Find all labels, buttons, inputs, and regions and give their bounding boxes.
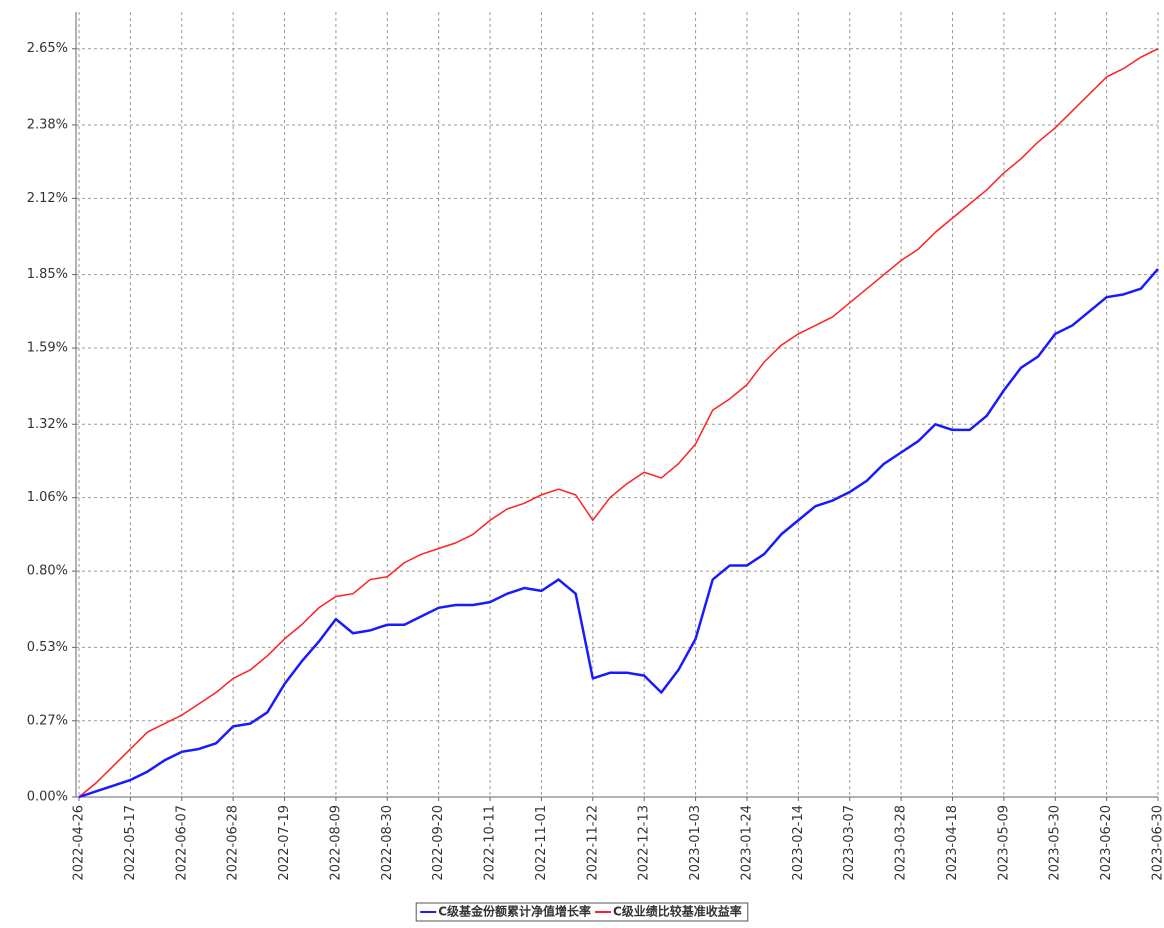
y-tick-label: 1.32% <box>27 417 68 432</box>
x-tick-label: 2022-07-19 <box>277 805 292 881</box>
y-tick-label: 0.80% <box>27 564 68 579</box>
y-tick-label: 0.27% <box>27 713 68 728</box>
x-tick-label: 2022-08-09 <box>328 805 343 881</box>
legend-label: C级业绩比较基准收益率 <box>613 904 742 919</box>
y-tick-label: 2.38% <box>27 117 68 132</box>
x-tick-label: 2023-01-24 <box>739 805 754 881</box>
legend-label: C级基金份额累计净值增长率 <box>438 904 591 919</box>
x-tick-label: 2023-05-09 <box>996 805 1011 881</box>
y-tick-label: 1.06% <box>27 490 68 505</box>
x-tick-label: 2023-03-07 <box>842 805 857 881</box>
x-tick-label: 2022-06-07 <box>174 805 189 881</box>
y-tick-label: 2.65% <box>27 41 68 56</box>
x-tick-label: 2023-01-03 <box>688 805 703 881</box>
x-tick-label: 2022-09-20 <box>431 805 446 881</box>
y-tick-label: 1.85% <box>27 267 68 282</box>
y-tick-label: 2.12% <box>27 191 68 206</box>
x-tick-label: 2022-04-26 <box>72 805 87 881</box>
x-tick-label: 2023-04-18 <box>945 805 960 881</box>
x-tick-label: 2022-11-22 <box>585 805 600 881</box>
x-tick-label: 2022-05-17 <box>123 805 138 881</box>
y-tick-label: 1.59% <box>27 341 68 356</box>
x-tick-label: 2022-06-28 <box>226 805 241 881</box>
x-tick-label: 2023-05-30 <box>1048 805 1063 881</box>
y-tick-label: 0.00% <box>27 790 68 805</box>
x-tick-label: 2022-08-30 <box>380 805 395 881</box>
x-tick-label: 2023-03-28 <box>894 805 909 881</box>
legend: C级基金份额累计净值增长率 C级业绩比较基准收益率 <box>416 903 748 921</box>
x-tick-label: 2023-02-14 <box>791 805 806 881</box>
x-tick-label: 2023-06-30 <box>1151 805 1164 881</box>
x-tick-label: 2022-10-11 <box>483 805 498 881</box>
x-tick-label: 2022-12-13 <box>637 805 652 881</box>
x-tick-label: 2022-11-01 <box>534 805 549 881</box>
x-tick-label: 2023-06-20 <box>1099 805 1114 881</box>
y-tick-label: 0.53% <box>27 640 68 655</box>
